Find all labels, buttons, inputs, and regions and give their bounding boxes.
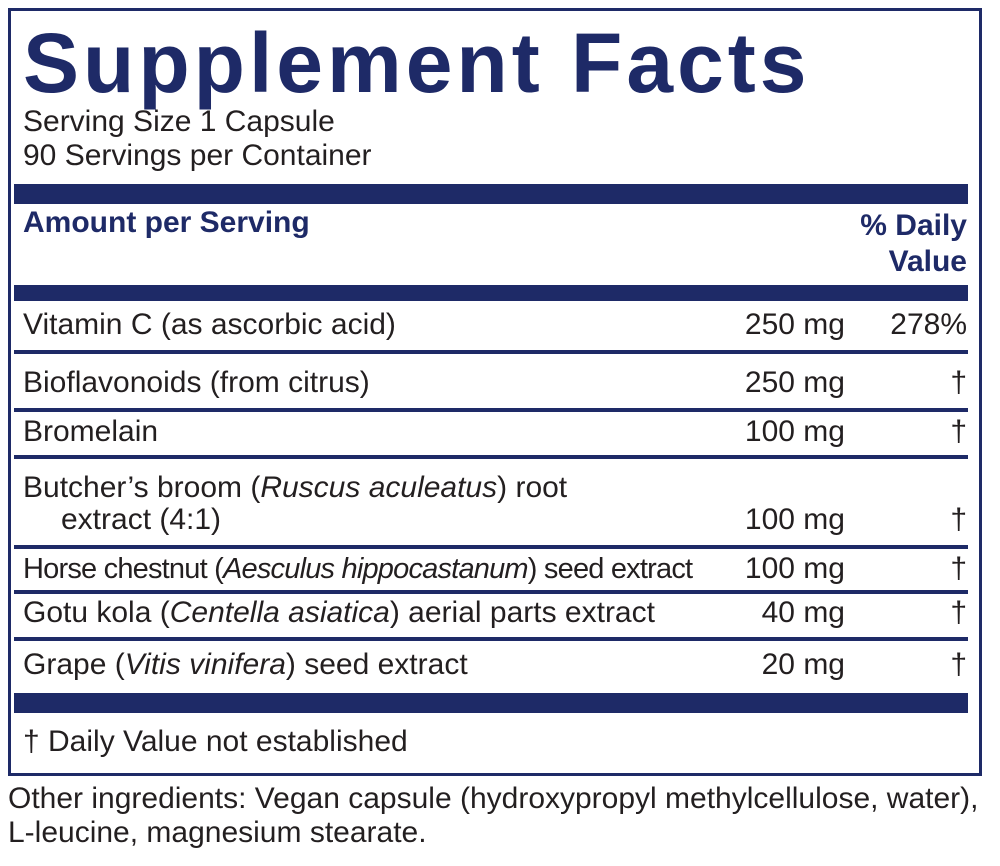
- serving-size: Serving Size 1 Capsule: [23, 105, 335, 138]
- daily-value-header: % Daily Value: [860, 209, 967, 278]
- name-part: Centella asiatica: [169, 596, 390, 629]
- daily-value: †: [950, 366, 967, 399]
- name-part: Butcher’s broom (: [23, 471, 261, 504]
- name-part: ) seed extract: [527, 553, 693, 585]
- row-rule: [14, 408, 968, 412]
- ingredient-name: Horse chestnut (Aesculus hippocastanum) …: [23, 552, 693, 586]
- servings-per-container: 90 Servings per Container: [23, 139, 372, 172]
- row-rule: [14, 455, 968, 459]
- amount: 100 mg: [744, 415, 845, 448]
- other-ingredients: Other ingredients: Vegan capsule (hydrox…: [8, 782, 979, 849]
- name-part: Aesculus hippocastanum: [222, 553, 529, 585]
- row-rule: [14, 590, 968, 594]
- row-rule: [14, 545, 968, 549]
- amount: 100 mg: [744, 503, 845, 536]
- name-part: ) root: [497, 471, 568, 504]
- facts-panel: Supplement Facts Serving Size 1 Capsule …: [8, 8, 982, 776]
- amount-header: Amount per Serving: [23, 206, 310, 239]
- amount: 40 mg: [761, 596, 845, 629]
- ingredient-name: Butcher’s broom (Ruscus aculeatus) root: [23, 471, 567, 505]
- amount: 250 mg: [744, 366, 845, 399]
- amount: 100 mg: [744, 552, 845, 585]
- footnote: † Daily Value not established: [23, 725, 408, 758]
- daily-value: †: [950, 503, 967, 536]
- name-part: Gotu kola (: [23, 596, 170, 629]
- name-part: Vitis vinifera: [124, 648, 286, 681]
- daily-value: †: [950, 596, 967, 629]
- ingredient-name: Bioflavonoids (from citrus): [23, 366, 370, 400]
- name-part: Grape (: [23, 648, 125, 681]
- ingredient-name: Grape (Vitis vinifera) seed extract: [23, 648, 468, 682]
- name-continuation: extract (4:1): [61, 503, 222, 536]
- name-part: Horse chestnut (: [23, 553, 224, 585]
- row-rule: [14, 350, 968, 354]
- daily-value: 278%: [890, 308, 967, 341]
- daily-value: †: [950, 415, 967, 448]
- thick-rule: [14, 285, 968, 301]
- daily-value: †: [950, 648, 967, 681]
- amount: 20 mg: [761, 648, 845, 681]
- title: Supplement Facts: [23, 16, 811, 110]
- name-part: Ruscus aculeatus: [260, 471, 498, 504]
- name-part: Vitamin C (as ascorbic acid): [23, 308, 396, 341]
- row-rule: [14, 637, 968, 641]
- ingredient-name: Vitamin C (as ascorbic acid): [23, 308, 396, 342]
- daily-value: †: [950, 552, 967, 585]
- name-part: ) seed extract: [285, 648, 468, 681]
- ingredient-name: Bromelain: [23, 415, 158, 449]
- thick-rule: [14, 184, 968, 204]
- name-part: Bioflavonoids (from citrus): [23, 366, 370, 399]
- name-part: ) aerial parts extract: [389, 596, 655, 629]
- name-part: Bromelain: [23, 415, 159, 448]
- amount: 250 mg: [744, 308, 845, 341]
- ingredient-name: Gotu kola (Centella asiatica) aerial par…: [23, 596, 655, 630]
- thick-rule: [14, 693, 968, 713]
